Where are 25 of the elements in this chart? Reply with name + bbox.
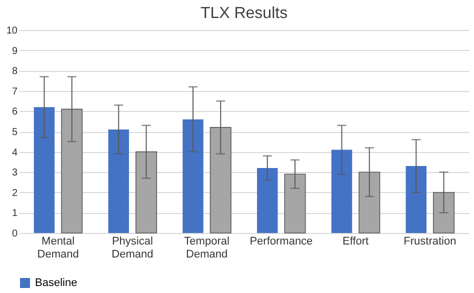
bar <box>257 168 278 233</box>
y-tick-label: 5 <box>12 127 18 138</box>
y-tick-label: 1 <box>12 208 18 220</box>
legend-label: Baseline <box>35 277 78 289</box>
y-tick-label: 4 <box>12 147 18 158</box>
x-tick-label: Mental Demand <box>37 236 79 260</box>
y-tick-label: 9 <box>12 46 18 57</box>
x-tick-label: Temporal Demand <box>184 236 230 260</box>
x-tick-label: Frustration <box>404 236 456 248</box>
bar <box>331 150 352 233</box>
y-tick-label: 6 <box>12 106 18 118</box>
bar <box>34 107 55 233</box>
bar <box>108 129 129 233</box>
bar <box>406 166 426 233</box>
x-tick-label: Physical Demand <box>112 236 154 260</box>
bar <box>182 119 204 233</box>
y-tick-label: 7 <box>12 86 18 98</box>
y-tick-label: 10 <box>6 26 18 36</box>
y-tick-label: 3 <box>12 168 18 179</box>
y-tick-label: 8 <box>12 66 18 78</box>
x-tick-label: Effort <box>342 236 369 248</box>
x-tick-label: Performance <box>250 236 313 248</box>
y-tick-label: 2 <box>12 188 18 199</box>
chart-title: TLX Results <box>200 5 288 22</box>
y-tick-label: 0 <box>12 228 18 240</box>
